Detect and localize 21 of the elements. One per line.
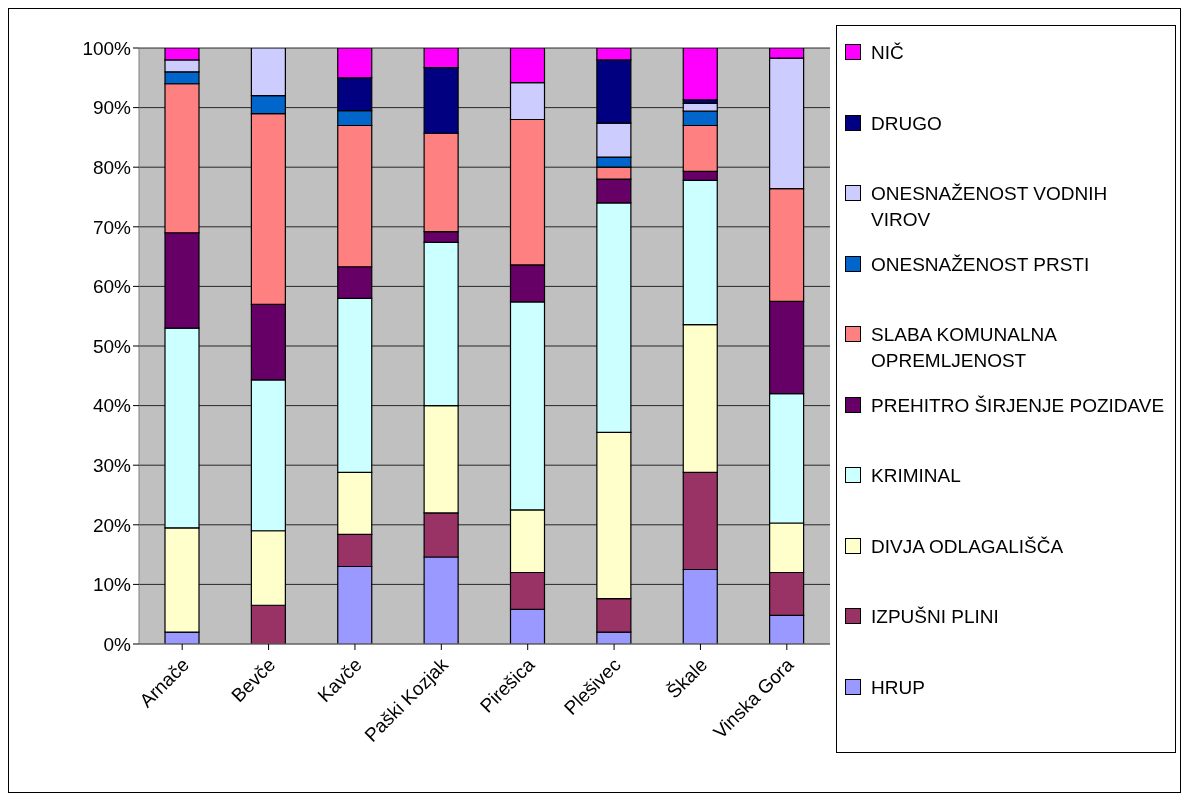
legend-label: NIČ bbox=[871, 41, 905, 65]
legend-label: HRUP bbox=[871, 675, 926, 700]
legend-label: IZPUŠNI PLINI bbox=[871, 605, 1000, 629]
y-tick-label: 20% bbox=[92, 514, 132, 536]
y-tick-label: 30% bbox=[92, 454, 132, 476]
y-tick-label: 10% bbox=[92, 574, 132, 596]
y-tick-label: 100% bbox=[82, 37, 132, 59]
legend-label: ONESNAŽENOST PRSTI bbox=[871, 252, 1091, 277]
legend-label: KRIMINAL bbox=[871, 464, 962, 488]
legend-label: PREHITRO ŠIRJENJE POZIDAVE bbox=[871, 393, 1166, 418]
legend-label: DIVJA ODLAGALIŠČA bbox=[871, 534, 1065, 559]
y-tick-label: 70% bbox=[92, 216, 132, 238]
legend-label: SLABA KOMUNALNA OPREMLJENOST bbox=[871, 323, 1058, 373]
y-tick-label: 40% bbox=[92, 395, 132, 417]
y-tick-label: 0% bbox=[103, 633, 132, 655]
y-tick-label: 60% bbox=[92, 276, 132, 298]
y-tick-label: 50% bbox=[92, 335, 132, 357]
y-tick-label: 90% bbox=[92, 97, 132, 119]
y-tick-label: 80% bbox=[92, 156, 132, 178]
legend-label: DRUGO bbox=[871, 111, 943, 136]
legend-label: ONESNAŽENOST VODNIH VIROV bbox=[871, 182, 1109, 232]
